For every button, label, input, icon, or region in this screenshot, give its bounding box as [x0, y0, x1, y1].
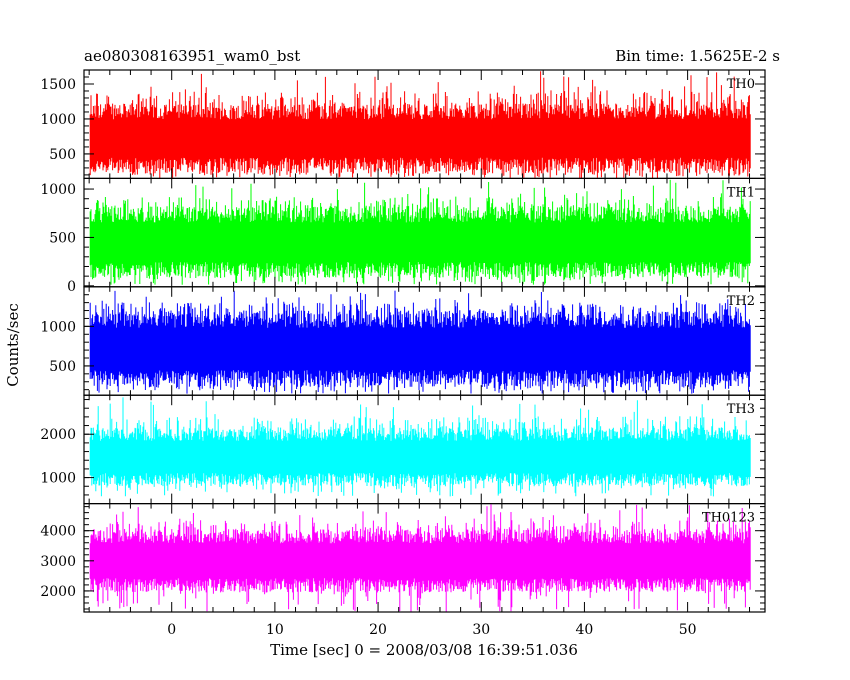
y-tick-label: 500 [49, 359, 76, 375]
y-tick-label: 2000 [40, 427, 76, 443]
x-tick-label: 20 [369, 622, 387, 638]
y-tick-label: 500 [49, 147, 76, 163]
bin-time-label: Bin time: 1.5625E-2 s [615, 47, 780, 65]
y-tick-label: 500 [49, 230, 76, 246]
y-tick-label: 4000 [40, 524, 76, 540]
panel-frame [83, 503, 766, 613]
series-line-th3 [89, 397, 751, 497]
y-tick-label: 3000 [40, 554, 76, 570]
y-tick-label: 1500 [40, 77, 76, 93]
y-tick-label: 1000 [40, 112, 76, 128]
series-line-th2 [89, 290, 751, 394]
x-axis-label: Time [sec] 0 = 2008/03/08 16:39:51.036 [270, 641, 578, 659]
panel-label-th0123: TH0123 [702, 511, 755, 526]
x-tick-label: 0 [167, 622, 176, 638]
series-line-th1 [89, 179, 751, 285]
x-tick-label: 10 [266, 622, 284, 638]
y-tick-label: 1000 [40, 319, 76, 335]
series-line-th0 [89, 71, 751, 179]
panel-label-th0: TH0 [727, 77, 755, 92]
panel-th0: 500 1000 1500 TH0 [40, 69, 766, 180]
series-line-th0123 [89, 504, 751, 612]
panel-th0123: 2000 3000 4000 TH0123 [40, 503, 766, 613]
panel-th3: 1000 2000 TH3 [40, 394, 766, 505]
y-tick-label: 1000 [40, 182, 76, 198]
x-tick-label: 30 [472, 622, 490, 638]
y-tick-label: 2000 [40, 584, 76, 600]
x-tick-label: 50 [679, 622, 697, 638]
panel-label-th3: TH3 [727, 402, 755, 417]
panel-th1: 0 500 1000 TH1 [40, 177, 766, 295]
panel-label-th2: TH2 [727, 294, 755, 309]
y-tick-label: 1000 [40, 471, 76, 487]
panel-th2: 500 1000 TH2 [40, 286, 766, 396]
panel-label-th1: TH1 [727, 185, 755, 200]
y-axis-label: Counts/sec [4, 303, 22, 387]
figure-title: ae080308163951_wam0_bst [84, 47, 300, 65]
y-tick-label: 0 [67, 279, 76, 295]
x-tick-label: 40 [576, 622, 594, 638]
